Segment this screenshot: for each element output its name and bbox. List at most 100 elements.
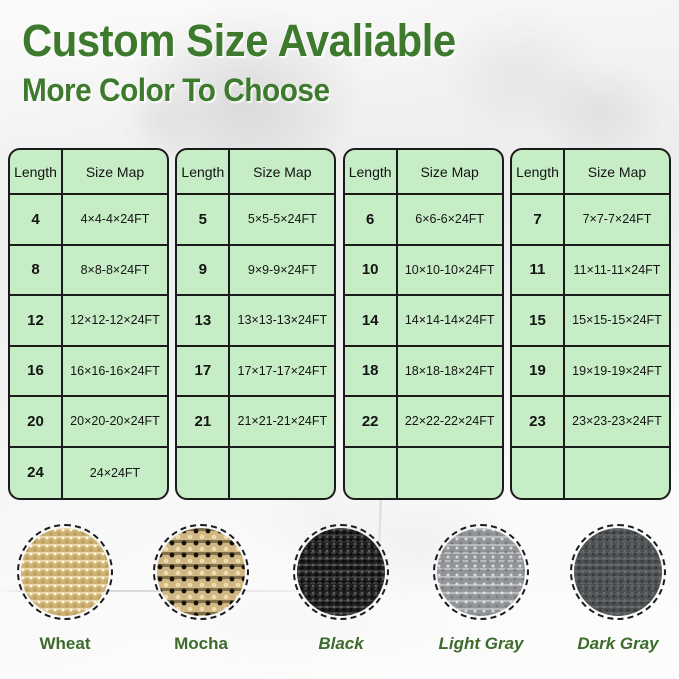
size-tables: Length Size Map 4 4×4-4×24FT 8 8×8-8×24FT 12 12… xyxy=(8,148,671,500)
cell-size-map: 20×20-20×24FT xyxy=(70,414,160,429)
table-row: 23 23×23-23×24FT xyxy=(511,397,669,448)
table-row: 17 17×17-17×24FT xyxy=(177,346,335,397)
color-swatches: Wheat Mocha Black Light Gray Dark Gray xyxy=(0,524,679,674)
headings-block: Custom Size Avaliable More Color To Choo… xyxy=(22,14,488,110)
table-row: 11 11×11-11×24FT xyxy=(511,245,669,296)
fabric-swatch-icon[interactable] xyxy=(153,524,249,620)
size-table: Length Size Map 4 4×4-4×24FT 8 8×8-8×24FT 12 12… xyxy=(8,148,169,500)
color-swatch[interactable]: Mocha xyxy=(145,524,257,654)
table-row: 12 12×12-12×24FT xyxy=(10,296,167,347)
color-swatch[interactable]: Light Gray xyxy=(425,524,537,654)
cell-length: 13 xyxy=(177,296,231,345)
fabric-texture xyxy=(157,528,245,616)
cell-size-map: 5×5-5×24FT xyxy=(247,212,317,227)
cell-size-map xyxy=(398,448,502,499)
cell-length: 12 xyxy=(10,296,63,345)
cell-size-map: 7×7-7×24FT xyxy=(582,212,652,227)
fabric-swatch-icon[interactable] xyxy=(433,524,529,620)
fabric-swatch-icon[interactable] xyxy=(17,524,113,620)
color-swatch-label: Light Gray xyxy=(438,634,524,653)
table-row: 21 21×21-21×24FT xyxy=(177,397,335,448)
cell-length: 18 xyxy=(345,346,398,395)
cell-length: 20 xyxy=(10,397,63,446)
cell-size-map: 24×24FT xyxy=(89,465,141,480)
size-table: Length Size Map 5 5×5-5×24FT 9 9×9-9×24FT 13 13… xyxy=(175,148,337,500)
cell-size-map: 13×13-13×24FT xyxy=(237,313,328,328)
cell-length: 19 xyxy=(512,346,565,395)
cell-size-map: 6×6-6×24FT xyxy=(415,212,485,227)
table-row: 13 13×13-13×24FT xyxy=(177,296,335,347)
cell-size-map: 14×14-14×24FT xyxy=(404,313,495,328)
color-swatch[interactable]: Wheat xyxy=(9,524,121,654)
cell-length: 7 xyxy=(512,195,565,244)
table-row: 19 19×19-19×24FT xyxy=(511,346,669,397)
table-row: 22 22×22-22×24FT xyxy=(344,397,502,448)
column-header-length: Length xyxy=(177,150,231,193)
table-row: 16 16×16-16×24FT xyxy=(10,346,167,397)
color-swatch-label: Dark Gray xyxy=(577,634,659,653)
cell-length: 23 xyxy=(512,397,565,446)
table-header-row: Length Size Map xyxy=(344,150,502,195)
color-swatch[interactable]: Black xyxy=(285,524,397,654)
cell-size-map: 15×15-15×24FT xyxy=(572,313,662,328)
table-row: 20 20×20-20×24FT xyxy=(10,397,167,448)
cell-length: 22 xyxy=(345,397,398,446)
table-row: 9 9×9-9×24FT xyxy=(177,245,335,296)
cell-size-map xyxy=(230,448,334,499)
fabric-texture xyxy=(437,528,525,616)
column-header-size-map: Size Map xyxy=(420,163,479,180)
column-header-size-map: Size Map xyxy=(587,163,647,180)
cell-size-map: 9×9-9×24FT xyxy=(247,262,317,277)
cell-size-map: 10×10-10×24FT xyxy=(404,262,495,277)
cell-length: 9 xyxy=(177,245,231,294)
table-row: 8 8×8-8×24FT xyxy=(10,245,167,296)
fabric-texture xyxy=(297,528,385,616)
fabric-texture xyxy=(574,528,662,616)
cell-length: 10 xyxy=(345,245,398,294)
cell-size-map: 11×11-11×24FT xyxy=(573,262,661,277)
cell-size-map: 17×17-17×24FT xyxy=(237,363,328,378)
cell-size-map: 21×21-21×24FT xyxy=(237,414,328,429)
table-row: 24 24×24FT xyxy=(10,447,167,498)
table-row-empty xyxy=(512,447,669,499)
cell-length: 16 xyxy=(10,346,63,395)
cell-length: 11 xyxy=(512,245,565,294)
table-header-row: Length Size Map xyxy=(177,150,335,195)
page-subtitle: More Color To Choose xyxy=(22,72,330,108)
size-table: Length Size Map 7 7×7-7×24FT 11 11×11-11×24FT… xyxy=(509,148,671,500)
cell-size-map: 8×8-8×24FT xyxy=(80,262,150,277)
color-swatch[interactable]: Dark Gray xyxy=(562,524,674,654)
color-swatch-label: Mocha xyxy=(174,634,228,653)
cell-length: 4 xyxy=(10,195,63,244)
cell-length xyxy=(512,447,565,498)
cell-length: 24 xyxy=(10,447,63,498)
column-header-size-map: Size Map xyxy=(85,163,145,180)
cell-length xyxy=(345,447,398,498)
color-swatch-label: Black xyxy=(318,634,364,653)
column-header-size-map: Size Map xyxy=(253,163,312,180)
column-header-length: Length xyxy=(10,150,63,193)
cell-length: 6 xyxy=(345,195,398,244)
table-row-empty xyxy=(177,447,334,499)
cell-size-map xyxy=(565,448,669,499)
fabric-swatch-icon[interactable] xyxy=(570,524,666,620)
table-row: 7 7×7-7×24FT xyxy=(511,195,669,246)
fabric-swatch-icon[interactable] xyxy=(293,524,389,620)
cell-size-map: 4×4-4×24FT xyxy=(80,212,150,227)
table-row: 5 5×5-5×24FT xyxy=(177,195,335,246)
table-row-empty xyxy=(345,447,502,499)
cell-size-map: 22×22-22×24FT xyxy=(404,414,495,429)
table-row: 15 15×15-15×24FT xyxy=(511,296,669,347)
cell-size-map: 12×12-12×24FT xyxy=(70,313,160,328)
column-header-length: Length xyxy=(345,150,398,193)
cell-length: 21 xyxy=(177,397,231,446)
cell-length: 14 xyxy=(345,296,398,345)
table-row: 14 14×14-14×24FT xyxy=(344,296,502,347)
table-header-row: Length Size Map xyxy=(511,150,669,195)
cell-size-map: 16×16-16×24FT xyxy=(70,363,160,378)
cell-length: 5 xyxy=(177,195,231,244)
table-row: 6 6×6-6×24FT xyxy=(344,195,502,246)
fabric-texture xyxy=(21,528,109,616)
table-row: 18 18×18-18×24FT xyxy=(344,346,502,397)
